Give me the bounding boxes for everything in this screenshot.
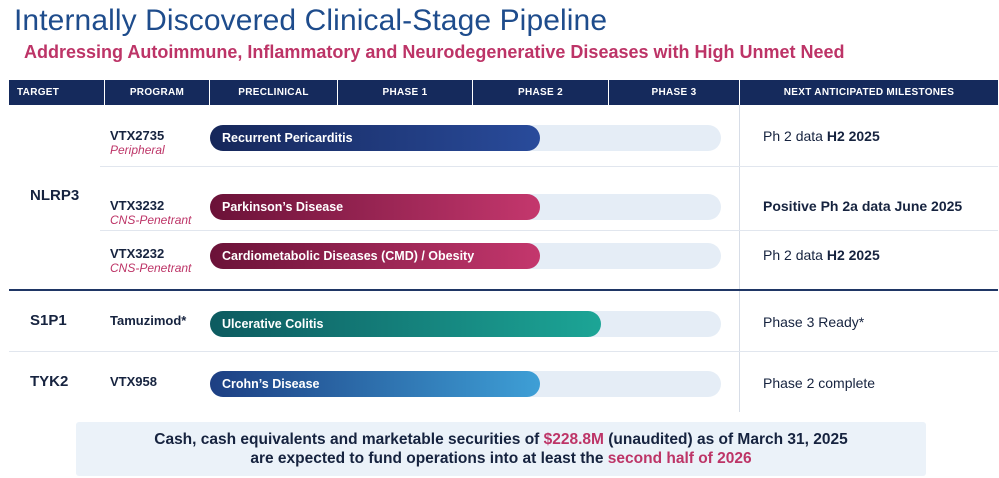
program-type: CNS-Penetrant [110, 213, 192, 227]
pipeline-bar: Recurrent Pericarditis [210, 125, 540, 151]
pipeline-track: Crohn’s Disease [210, 371, 721, 397]
pipeline-bar: Cardiometabolic Diseases (CMD) / Obesity [210, 243, 540, 269]
cash-callout: Cash, cash equivalents and marketable se… [76, 422, 926, 476]
program-name: Tamuzimod* [110, 313, 187, 328]
row-divider [100, 230, 998, 231]
program-name: VTX3232 [110, 198, 165, 213]
pipeline-track: Cardiometabolic Diseases (CMD) / Obesity [210, 243, 721, 269]
milestone-column-divider [739, 105, 740, 412]
header-phase3: PHASE 3 [651, 87, 697, 98]
pipeline-track: Recurrent Pericarditis [210, 125, 721, 151]
milestone-text: Ph 2 data [763, 247, 827, 263]
milestone-text: Phase 2 complete [763, 375, 876, 391]
program-cell: VTX958 [110, 374, 157, 389]
runway-period: second half of 2026 [607, 450, 752, 467]
header-program: PROGRAM [129, 87, 185, 98]
milestone: Ph 2 data H2 2025 [763, 247, 880, 263]
group-divider [9, 289, 998, 291]
program-cell: VTX3232 CNS-Penetrant [110, 246, 191, 275]
milestone-emphasis: H2 2025 [826, 247, 880, 263]
target-s1p1: S1P1 [30, 312, 67, 329]
header-divider [104, 80, 105, 105]
row-divider [100, 166, 998, 167]
header-phase2: PHASE 2 [518, 87, 563, 98]
milestone-text: Phase 3 Ready* [763, 314, 865, 330]
header-phase1: PHASE 1 [382, 87, 428, 98]
program-name: VTX958 [110, 374, 157, 389]
pipeline-bar: Crohn’s Disease [210, 371, 540, 397]
milestone: Ph 2 data H2 2025 [763, 128, 880, 144]
cash-line-2: are expected to fund operations into at … [76, 449, 926, 468]
milestone-text: Ph 2 data [763, 128, 827, 144]
cash-amount: $228.8M [543, 431, 604, 448]
pipeline-track: Parkinson’s Disease [210, 194, 721, 220]
header-divider [608, 80, 609, 105]
header-divider [209, 80, 210, 105]
cash-text: are expected to fund operations into at … [250, 450, 608, 467]
header-divider [739, 80, 740, 105]
target-nlrp3: NLRP3 [30, 187, 80, 204]
program-name: VTX3232 [110, 246, 165, 261]
pipeline-bar: Parkinson’s Disease [210, 194, 540, 220]
milestone-emphasis: Positive Ph 2a data June 2025 [763, 198, 963, 214]
milestone-emphasis: H2 2025 [826, 128, 880, 144]
header-milestones: NEXT ANTICIPATED MILESTONES [783, 87, 955, 98]
milestone: Phase 2 complete [763, 375, 875, 391]
pipeline-bar: Ulcerative Colitis [210, 311, 601, 337]
cash-text: (unaudited) as of March 31, 2025 [603, 431, 848, 448]
cash-line-1: Cash, cash equivalents and marketable se… [76, 430, 926, 449]
program-cell: Tamuzimod* [110, 313, 186, 328]
milestone: Positive Ph 2a data June 2025 [763, 198, 962, 214]
pipeline-track: Ulcerative Colitis [210, 311, 721, 337]
program-cell: VTX2735 Peripheral [110, 128, 165, 157]
program-name: VTX2735 [110, 128, 165, 143]
program-type: Peripheral [110, 143, 165, 157]
milestone: Phase 3 Ready* [763, 314, 864, 330]
cash-text: Cash, cash equivalents and marketable se… [154, 431, 544, 448]
target-tyk2: TYK2 [30, 373, 69, 390]
table-header: TARGET PROGRAM PRECLINICAL PHASE 1 PHASE… [9, 80, 998, 105]
program-type: CNS-Penetrant [110, 261, 192, 275]
header-preclinical: PRECLINICAL [238, 87, 309, 98]
header-target: TARGET [17, 87, 60, 98]
group-divider [9, 351, 998, 352]
page-subtitle: Addressing Autoimmune, Inflammatory and … [24, 42, 845, 62]
program-cell: VTX3232 CNS-Penetrant [110, 198, 191, 227]
header-divider [337, 80, 338, 105]
page-title: Internally Discovered Clinical-Stage Pip… [14, 4, 608, 37]
header-divider [472, 80, 473, 105]
